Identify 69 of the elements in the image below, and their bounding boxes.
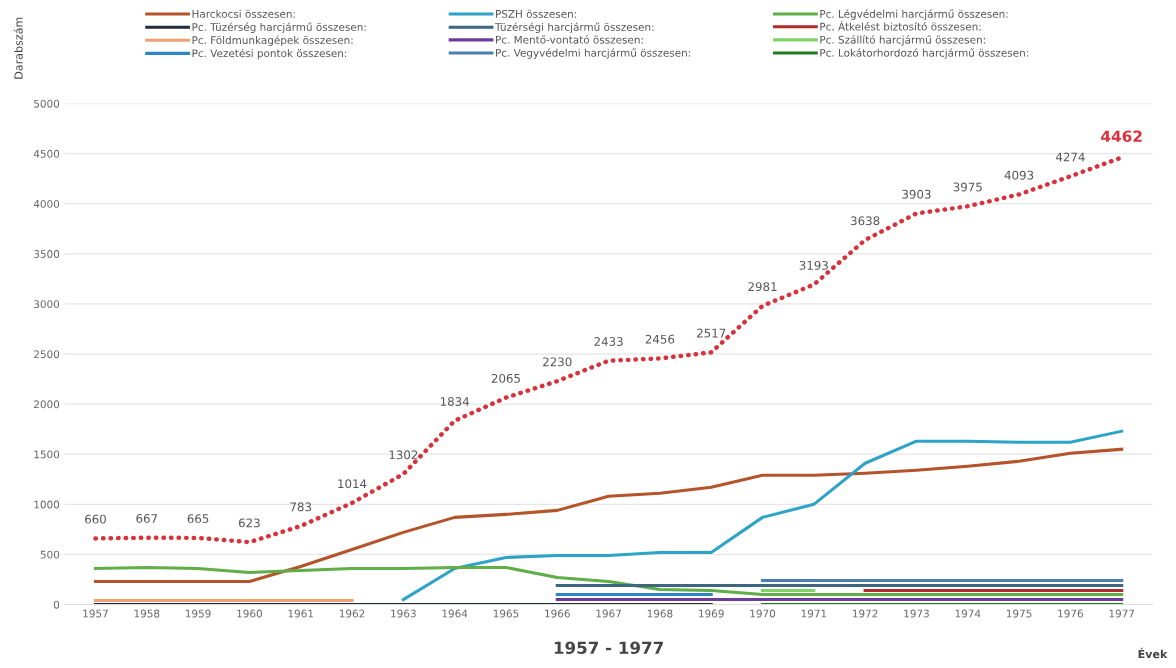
text: 1957 - 1977 bbox=[554, 641, 663, 655]
data-label: 4274 bbox=[1055, 152, 1085, 162]
x-tick-label: 1974 bbox=[955, 609, 981, 618]
data-label: 3638 bbox=[851, 216, 880, 226]
y-tick-label: 0 bbox=[53, 600, 60, 609]
data-label: 3975 bbox=[953, 182, 982, 192]
data-label: 2517 bbox=[697, 328, 726, 338]
x-tick-label: 1961 bbox=[288, 609, 313, 618]
x-tick-label: 1970 bbox=[750, 609, 776, 618]
data-label: 665 bbox=[187, 514, 209, 524]
x-tick-label: 1968 bbox=[647, 609, 673, 618]
legend-label: Harckocsi összesen: bbox=[192, 9, 295, 18]
x-tick-label: 1976 bbox=[1058, 609, 1083, 618]
data-label: 2433 bbox=[594, 337, 623, 346]
data-label: 2065 bbox=[491, 373, 520, 383]
data-label: 660 bbox=[85, 514, 106, 524]
x-tick-label: 1957 bbox=[83, 609, 108, 618]
x-tick-label: 1969 bbox=[699, 609, 724, 618]
y-tick-label: 500 bbox=[40, 550, 60, 559]
x-tick-label: 1966 bbox=[545, 609, 570, 618]
x-tick-label: 1963 bbox=[391, 609, 416, 618]
data-label: 1302 bbox=[389, 450, 418, 460]
y-tick-label: 4500 bbox=[33, 149, 60, 158]
y-tick-label: 4000 bbox=[33, 199, 60, 208]
x-tick-label: 1962 bbox=[339, 609, 365, 618]
x-tick-label: 1958 bbox=[134, 609, 160, 618]
legend-label: Pc. Vegyvédelmi harcjármű összesen: bbox=[496, 48, 691, 59]
y-tick-label: 2500 bbox=[34, 350, 60, 359]
data-label: 3903 bbox=[902, 189, 931, 199]
x-tick-label: 1973 bbox=[904, 609, 929, 618]
y-tick-label: 5000 bbox=[34, 99, 60, 108]
x-tick-label: 1965 bbox=[493, 609, 519, 618]
y-tick-label: 3000 bbox=[34, 300, 60, 309]
y-tick-label: 2000 bbox=[34, 400, 60, 409]
data-label: 783 bbox=[290, 502, 312, 512]
legend-label: Pc. Vezetési pontok összesen: bbox=[192, 48, 347, 60]
legend-label: Pc. Átkelést biztosító összesen: bbox=[820, 20, 981, 31]
x-tick-label: 1972 bbox=[853, 609, 878, 618]
data-label: 2981 bbox=[748, 282, 777, 292]
legend-label: Pc. Földmunkagépek összesen: bbox=[192, 35, 353, 47]
legend-label: PSZH összesen: bbox=[496, 9, 577, 18]
legend-label: Pc. Szállító harcjármű összesen: bbox=[820, 35, 985, 46]
data-label: 3193 bbox=[799, 260, 828, 270]
x-tick-label: 1975 bbox=[1006, 609, 1032, 618]
data-label: 2230 bbox=[543, 357, 572, 367]
data-label: 1014 bbox=[338, 479, 367, 489]
legend-label: Pc. Tüzérség harcjármű összesen: bbox=[192, 22, 366, 33]
x-tick-label: 1967 bbox=[596, 609, 621, 618]
x-tick-label: 1959 bbox=[185, 609, 211, 618]
data-label: 4462 bbox=[1101, 130, 1142, 142]
data-label: 667 bbox=[136, 513, 158, 523]
y-tick-label: 1000 bbox=[34, 500, 60, 509]
x-axis-title: Évek bbox=[1138, 647, 1168, 659]
data-label: 1834 bbox=[440, 397, 470, 406]
legend-label: Tüzérségi harcjármű összesen: bbox=[494, 22, 654, 33]
legend-label: Pc. Légvédelmi harcjármű összesen: bbox=[820, 9, 1008, 20]
legend-label: Pc. Lokátorhordozó harcjármű összesen: bbox=[820, 48, 1029, 59]
y-tick-label: 3500 bbox=[34, 250, 60, 258]
x-tick-label: 1977 bbox=[1109, 609, 1135, 618]
legend-label: Pc. Mentő-vontató összesen: bbox=[496, 35, 643, 44]
x-tick-label: 1960 bbox=[237, 609, 262, 618]
x-tick-label: 1964 bbox=[442, 609, 468, 618]
x-tick-label: 1971 bbox=[801, 609, 827, 618]
line-series bbox=[93, 565, 1124, 597]
data-label: 2456 bbox=[645, 334, 675, 344]
data-label: 623 bbox=[238, 518, 260, 528]
y-axis-title: Darabszám bbox=[13, 17, 23, 79]
data-label: 4093 bbox=[1004, 170, 1034, 180]
y-tick-label: 1500 bbox=[34, 450, 60, 459]
